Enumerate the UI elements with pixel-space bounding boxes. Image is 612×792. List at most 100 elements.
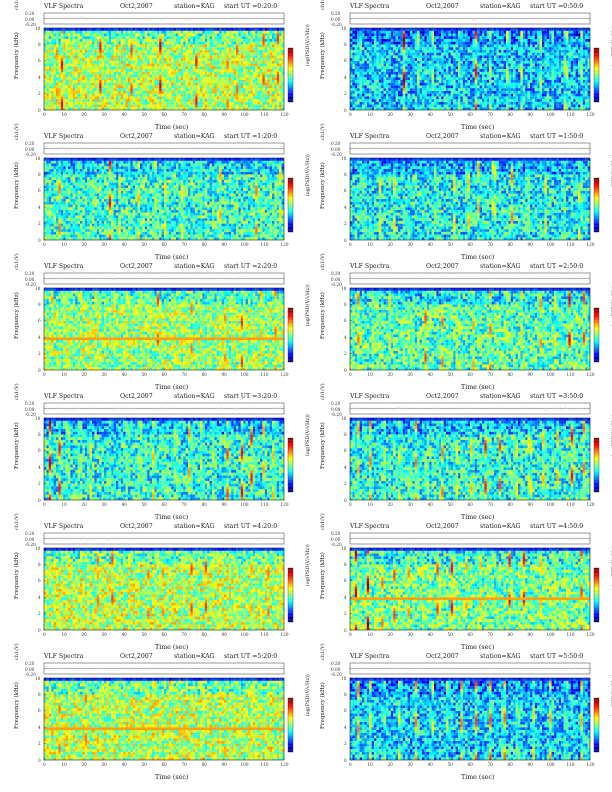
y-tick-label: 2	[38, 91, 41, 96]
ch1-trace	[349, 532, 591, 545]
x-tick-label: 110	[567, 242, 575, 247]
y-tick-label: 2	[38, 481, 41, 486]
x-tick-label: 30	[102, 372, 107, 377]
y-tick-label: 10	[341, 416, 346, 421]
ch1-tick-label: -0.20	[331, 22, 342, 27]
ch1-tick-label: 0.00	[331, 277, 340, 282]
x-tick-label: 70	[488, 632, 493, 637]
colorbar	[287, 697, 294, 753]
y-tick-label: 4	[344, 75, 347, 80]
y-tick-label: 0	[344, 368, 347, 373]
start-ut-text: start UT =1:20:0	[224, 133, 277, 141]
x-tick-label: 60	[162, 372, 167, 377]
x-tick-label: 30	[102, 112, 107, 117]
title-text: VLF Spectra	[350, 653, 389, 661]
y-tick-label: 6	[38, 708, 41, 713]
panel-title: VLF Spectra Oct2,2007 station=KAG start UT …	[350, 133, 600, 142]
x-tick-label: 40	[122, 762, 127, 767]
x-tick-label: 70	[488, 372, 493, 377]
x-tick-label: 100	[241, 372, 249, 377]
station-text: station=KAG	[174, 3, 215, 11]
x-tick-label: 80	[202, 372, 207, 377]
y-tick-label: 4	[344, 595, 347, 600]
title-text: VLF Spectra	[350, 3, 389, 11]
ch1-tick-label: 0.00	[331, 667, 340, 672]
station-text: station=KAG	[480, 133, 521, 141]
axis-ticks	[43, 547, 285, 631]
x-tick-label: 120	[587, 372, 595, 377]
colorbar	[287, 567, 294, 623]
y-tick-label: 4	[344, 335, 347, 340]
x-tick-label: 30	[408, 372, 413, 377]
panel-graphics	[349, 662, 600, 761]
panel-graphics	[43, 272, 294, 371]
start-ut-text: start UT =4:20:0	[224, 523, 277, 531]
spectrogram-panel: VLF Spectra Oct2,2007 station=KAG start UT …	[0, 643, 311, 782]
y-tick-label: 4	[38, 335, 41, 340]
x-tick-label: 80	[202, 502, 207, 507]
x-tick-label: 90	[222, 762, 227, 767]
spectrogram-heatmap	[350, 158, 591, 241]
station-text: station=KAG	[480, 263, 521, 271]
x-axis-label: Time (sec)	[461, 514, 494, 521]
x-axis-label: Time (sec)	[155, 514, 188, 521]
date-text: Oct2,2007	[120, 653, 153, 661]
x-tick-label: 90	[222, 502, 227, 507]
x-axis-label: Time (sec)	[461, 384, 494, 391]
y-tick-label: 10	[341, 546, 346, 551]
x-tick-label: 20	[82, 502, 87, 507]
panel-title: VLF Spectra Oct2,2007 station=KAG start UT …	[44, 263, 294, 272]
spectrogram-heatmap	[44, 418, 285, 501]
x-tick-label: 70	[182, 762, 187, 767]
x-tick-label: 110	[261, 112, 269, 117]
ch1-tick-label: 0.20	[331, 271, 340, 276]
axis-ticks	[349, 27, 591, 111]
x-tick-label: 50	[142, 372, 147, 377]
spectrogram-panel: VLF Spectra Oct2,2007 station=KAG start UT …	[0, 123, 311, 262]
title-text: VLF Spectra	[350, 393, 389, 401]
y-tick-label: 4	[344, 205, 347, 210]
y-tick-label: 8	[344, 562, 347, 567]
ch1-trace	[43, 272, 285, 285]
x-tick-label: 10	[368, 632, 373, 637]
station-text: station=KAG	[480, 653, 521, 661]
y-tick-label: 8	[344, 302, 347, 307]
x-tick-label: 50	[448, 632, 453, 637]
x-tick-label: 80	[508, 112, 513, 117]
station-text: station=KAG	[174, 263, 215, 271]
x-tick-label: 10	[368, 372, 373, 377]
x-tick-label: 90	[528, 372, 533, 377]
x-tick-label: 40	[428, 502, 433, 507]
x-tick-label: 90	[222, 372, 227, 377]
ch1-tick-label: 0.00	[25, 537, 34, 542]
x-tick-label: 120	[587, 502, 595, 507]
ch1-tick-label: 0.00	[25, 147, 34, 152]
x-tick-label: 0	[349, 242, 352, 247]
x-tick-label: 10	[62, 632, 67, 637]
spectrogram-panel: VLF Spectra Oct2,2007 station=KAG start UT …	[306, 643, 612, 782]
y-tick-label: 6	[344, 318, 347, 323]
x-tick-label: 30	[102, 502, 107, 507]
y-tick-label: 0	[344, 498, 347, 503]
x-tick-label: 120	[281, 762, 289, 767]
x-tick-label: 40	[428, 632, 433, 637]
y-tick-label: 4	[38, 595, 41, 600]
x-tick-label: 110	[261, 372, 269, 377]
spectrogram-heatmap	[350, 548, 591, 631]
start-ut-text: start UT =2:20:0	[224, 263, 277, 271]
y-tick-label: 6	[344, 578, 347, 583]
spectrogram-heatmap	[44, 288, 285, 371]
x-tick-label: 0	[349, 372, 352, 377]
spectrogram-heatmap	[350, 288, 591, 371]
y-tick-label: 2	[344, 221, 347, 226]
x-tick-label: 50	[448, 762, 453, 767]
ch1-tick-label: -0.20	[25, 412, 36, 417]
x-tick-label: 70	[182, 502, 187, 507]
x-tick-label: 40	[122, 112, 127, 117]
x-tick-label: 70	[488, 112, 493, 117]
y-tick-label: 2	[344, 611, 347, 616]
ch1-tick-label: -0.20	[25, 282, 36, 287]
y-tick-label: 4	[38, 75, 41, 80]
ch1-trace	[349, 12, 591, 25]
title-text: VLF Spectra	[44, 653, 83, 661]
